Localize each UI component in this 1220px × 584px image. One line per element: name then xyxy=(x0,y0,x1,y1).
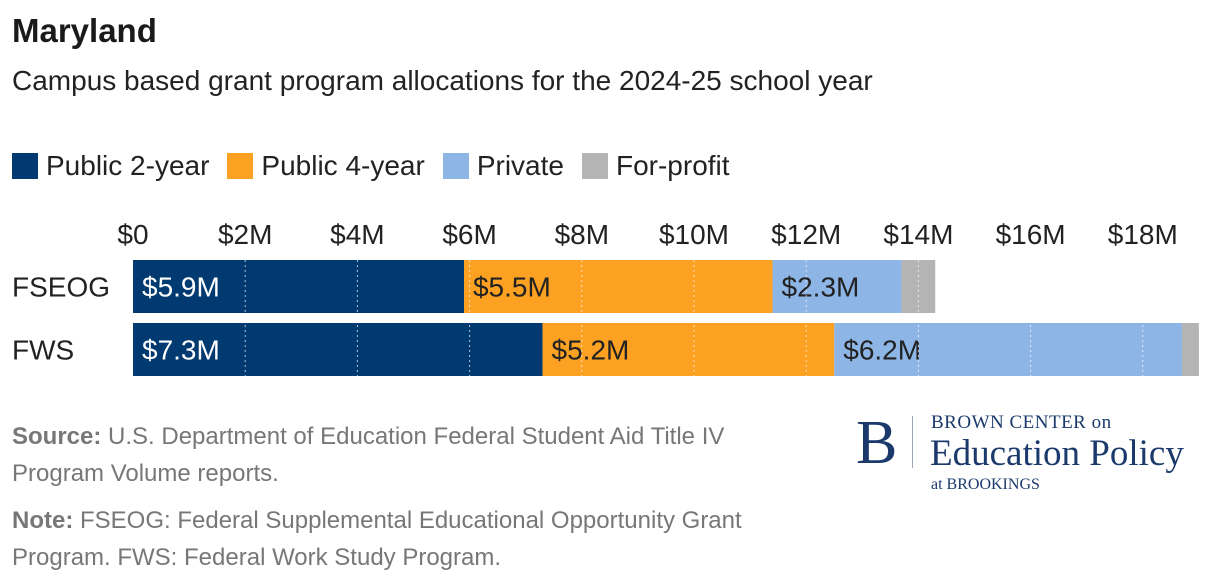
bar-segment xyxy=(1182,323,1199,376)
bar-segment xyxy=(834,323,1183,376)
bar-value-label: $6.2M xyxy=(843,335,921,366)
y-category-label: FSEOG xyxy=(12,272,110,303)
logo-top-line: BROWN CENTER on xyxy=(931,412,1112,433)
chart-title: Maryland xyxy=(12,12,157,49)
logo-main-line: Education Policy xyxy=(930,433,1184,474)
legend-label-public-4-year: Public 4-year xyxy=(261,150,425,181)
bar-value-label: $7.3M xyxy=(142,335,220,366)
bar-value-label: $5.5M xyxy=(473,272,551,303)
legend-swatch-for-profit xyxy=(581,153,608,179)
x-tick-label: $14M xyxy=(883,219,953,250)
logo-divider xyxy=(912,416,913,468)
x-tick-label: $12M xyxy=(771,219,841,250)
x-tick-label: $6M xyxy=(442,219,496,250)
legend-item-public-4-year: Public 4-year xyxy=(227,150,425,182)
bar-value-label: $2.3M xyxy=(782,272,860,303)
legend-swatch-private xyxy=(442,153,469,179)
legend-label-public-2-year: Public 2-year xyxy=(46,150,210,181)
legend-item-private: Private xyxy=(442,150,564,182)
brown-center-logo: B BROWN CENTER on Education Policy at BR… xyxy=(856,410,1216,500)
x-tick-label: $16M xyxy=(996,219,1066,250)
bar-value-label: $5.9M xyxy=(142,272,220,303)
logo-letter: B xyxy=(856,409,898,477)
legend-swatch-public-2-year xyxy=(12,153,38,179)
x-tick-label: $2M xyxy=(218,219,272,250)
bar-segment xyxy=(463,260,773,313)
legend-item-for-profit: For-profit xyxy=(581,150,730,182)
note-label: Note: xyxy=(12,507,74,534)
bar-segment xyxy=(772,260,902,313)
legend-label-private: Private xyxy=(476,150,564,181)
y-category-label: FWS xyxy=(12,335,74,366)
source-note: Source: U.S. Department of Education Fed… xyxy=(12,418,802,492)
footnote: Note: FSEOG: Federal Supplemental Educat… xyxy=(12,502,802,576)
stacked-bar-chart: $0 $2M $4M $6M $8M $10M $12M $14M $16M $18M FSEOG F… xyxy=(12,219,1220,376)
source-text: U.S. Department of Education Federal Stu… xyxy=(12,423,725,487)
x-tick-label: $8M xyxy=(555,219,609,250)
chart-subtitle: Campus based grant program allocations f… xyxy=(12,65,873,96)
bar-segment xyxy=(542,323,835,376)
x-tick-label: $18M xyxy=(1108,219,1178,250)
bar-gap xyxy=(133,313,1220,323)
bar-value-label: $5.2M xyxy=(552,335,630,366)
x-tick-label: $10M xyxy=(659,219,729,250)
legend-item-public-2-year: Public 2-year xyxy=(12,150,209,182)
logo-bottom-line: at BROOKINGS xyxy=(931,476,1040,493)
legend-label-for-profit: For-profit xyxy=(615,150,730,181)
source-label: Source: xyxy=(12,423,102,450)
legend-swatch-public-4-year xyxy=(227,153,254,179)
legend: Public 2-year Public 4-year Private For-… xyxy=(12,150,748,182)
bar-segment xyxy=(133,323,543,376)
bar-segment xyxy=(133,260,464,313)
x-tick-label: $0 xyxy=(117,219,148,250)
note-text: FSEOG: Federal Supplemental Educational … xyxy=(12,507,742,571)
x-tick-label: $4M xyxy=(330,219,384,250)
